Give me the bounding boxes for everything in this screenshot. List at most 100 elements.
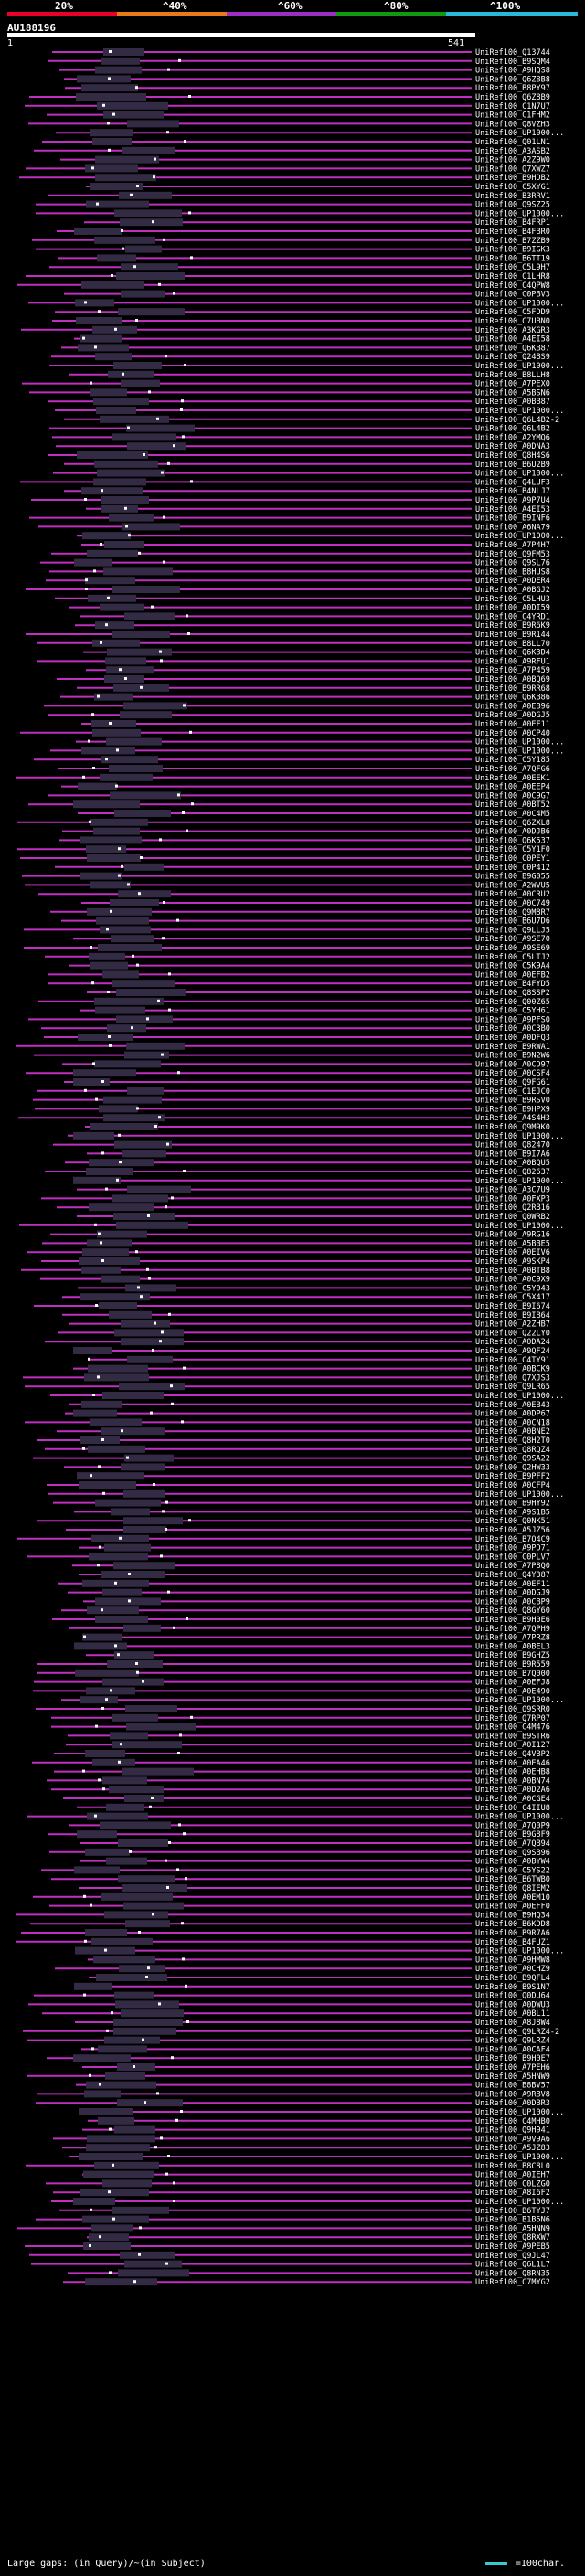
- hit-label[interactable]: UniRef100_UP1000...: [475, 2198, 564, 2207]
- hit-row[interactable]: UniRef100_UP1000...: [76, 737, 564, 747]
- hit-row[interactable]: UniRef100_A0C9X9: [40, 1275, 550, 1285]
- hit-row[interactable]: UniRef100_A9S1B5: [74, 1508, 550, 1517]
- hit-row[interactable]: UniRef100_A2WVU5: [25, 881, 550, 890]
- hit-row[interactable]: UniRef100_Q8RN35: [68, 2269, 550, 2278]
- hit-row[interactable]: UniRef100_B9HY92: [53, 1499, 550, 1509]
- hit-row[interactable]: UniRef100_Q9JL47: [29, 2251, 550, 2261]
- hit-row[interactable]: UniRef100_A8I6F2: [53, 2189, 550, 2198]
- hit-row[interactable]: UniRef100_UP1000...: [56, 129, 564, 138]
- hit-label[interactable]: UniRef100_A4EI58: [475, 335, 550, 345]
- hit-label[interactable]: UniRef100_B8BV57: [475, 2082, 550, 2091]
- hit-row[interactable]: UniRef100_A2YMQ6: [52, 433, 550, 442]
- hit-row[interactable]: UniRef100_C4MHB0: [88, 2116, 550, 2126]
- hit-label[interactable]: UniRef100_A9HQS8: [475, 67, 550, 76]
- hit-label[interactable]: UniRef100_A7PEH6: [475, 2063, 550, 2072]
- hit-row[interactable]: UniRef100_Q13744: [52, 48, 550, 58]
- hit-row[interactable]: UniRef100_A0DER4: [46, 577, 550, 586]
- hit-row[interactable]: UniRef100_Q4VBP2: [54, 1750, 550, 1759]
- hit-row[interactable]: UniRef100_A0EB96: [44, 702, 550, 711]
- hit-label[interactable]: UniRef100_A0CFP4: [475, 1481, 550, 1490]
- hit-label[interactable]: UniRef100_B8PY97: [475, 84, 550, 93]
- hit-row[interactable]: UniRef100_A0FXP3: [41, 1194, 550, 1203]
- hit-label[interactable]: UniRef100_A0DWU3: [475, 2000, 550, 2009]
- hit-label[interactable]: UniRef100_UP1000...: [475, 747, 564, 756]
- hit-row[interactable]: UniRef100_B9STR6: [68, 1732, 550, 1741]
- hit-row[interactable]: UniRef100_Q6L4B2-2: [64, 415, 559, 425]
- hit-row[interactable]: UniRef100_Q9LR65: [25, 1383, 550, 1392]
- hit-row[interactable]: UniRef100_C5Y185: [34, 756, 550, 765]
- hit-row[interactable]: UniRef100_Q0NK51: [37, 1517, 550, 1526]
- hit-row[interactable]: UniRef100_UP1000...: [53, 469, 564, 479]
- hit-row[interactable]: UniRef100_Q6KB86: [60, 693, 550, 703]
- hit-label[interactable]: UniRef100_A0DNA3: [475, 442, 550, 451]
- hit-row[interactable]: UniRef100_Q8H4S6: [48, 451, 550, 461]
- hit-row[interactable]: UniRef100_Q7XJS3: [23, 1373, 550, 1383]
- hit-row[interactable]: UniRef100_B4FUZ1: [16, 1937, 550, 1947]
- hit-row[interactable]: UniRef100_Q7RP07: [51, 1713, 550, 1723]
- hit-row[interactable]: UniRef100_B9INF6: [29, 514, 550, 524]
- hit-label[interactable]: UniRef100_A0BN74: [475, 1776, 550, 1786]
- hit-row[interactable]: UniRef100_B9R6K9: [75, 621, 550, 631]
- hit-label[interactable]: UniRef100_A0BB87: [475, 398, 550, 407]
- hit-label[interactable]: UniRef100_A0C3B0: [475, 1024, 550, 1034]
- hit-row[interactable]: UniRef100_A0BTB8: [21, 1266, 550, 1276]
- hit-row[interactable]: UniRef100_Q6Z8B9: [29, 93, 550, 102]
- hit-label[interactable]: UniRef100_Q8SSP2: [475, 989, 550, 998]
- hit-row[interactable]: UniRef100_A0I127: [66, 1741, 550, 1750]
- hit-row[interactable]: UniRef100_A4S4H3: [18, 1114, 550, 1123]
- hit-row[interactable]: UniRef100_B9H0E6: [52, 1616, 550, 1625]
- hit-label[interactable]: UniRef100_A0CHZ9: [475, 1965, 550, 1974]
- hit-row[interactable]: UniRef100_Q8RQZ4: [45, 1445, 550, 1455]
- hit-label[interactable]: UniRef100_A9HMW8: [475, 1956, 550, 1965]
- hit-label[interactable]: UniRef100_Q7RP07: [475, 1714, 550, 1723]
- hit-row[interactable]: UniRef100_A0CHZ9: [55, 1965, 550, 1974]
- hit-row[interactable]: UniRef100_A0CFP4: [47, 1481, 550, 1490]
- hit-row[interactable]: UniRef100_B7Q4C9: [17, 1534, 550, 1544]
- hit-label[interactable]: UniRef100_Q4VBP2: [475, 1750, 550, 1759]
- hit-row[interactable]: UniRef100_Q82637: [45, 1168, 550, 1177]
- hit-row[interactable]: UniRef100_UP1000...: [50, 1392, 564, 1401]
- hit-label[interactable]: UniRef100_B6U7D6: [475, 917, 550, 927]
- hit-row[interactable]: UniRef100_A5BBE5: [42, 1239, 550, 1248]
- hit-label[interactable]: UniRef100_Q13744: [475, 48, 550, 58]
- hit-row[interactable]: UniRef100_B9HDB2: [19, 174, 550, 183]
- hit-label[interactable]: UniRef100_UP1000...: [475, 362, 564, 371]
- hit-row[interactable]: UniRef100_A0CN18: [25, 1418, 550, 1427]
- hit-row[interactable]: UniRef100_C5Y1F0: [17, 845, 550, 854]
- hit-row[interactable]: UniRef100_C7MYG2: [63, 2278, 550, 2287]
- hit-row[interactable]: UniRef100_Q9SL76: [40, 558, 550, 568]
- hit-row[interactable]: UniRef100_B8LL70: [37, 639, 550, 649]
- hit-label[interactable]: UniRef100_Q9FM53: [475, 550, 550, 559]
- hit-row[interactable]: UniRef100_B8BV57: [76, 2081, 550, 2091]
- hit-row[interactable]: UniRef100_A0BYW4: [80, 1857, 550, 1867]
- hit-label[interactable]: UniRef100_A8J8W4: [475, 2019, 550, 2028]
- hit-row[interactable]: UniRef100_A0EFF0: [49, 1902, 550, 1912]
- hit-label[interactable]: UniRef100_A0DJB6: [475, 828, 550, 837]
- hit-label[interactable]: UniRef100_C5Y185: [475, 756, 550, 765]
- hit-row[interactable]: UniRef100_Q9SZ25: [36, 200, 550, 210]
- hit-row[interactable]: UniRef100_A9RG16: [50, 1230, 550, 1240]
- hit-label[interactable]: UniRef100_A0EA46: [475, 1759, 550, 1768]
- hit-label[interactable]: UniRef100_C5Y043: [475, 1284, 550, 1293]
- hit-label[interactable]: UniRef100_B9HDB2: [475, 174, 550, 183]
- hit-row[interactable]: UniRef100_A9RFU1: [37, 657, 550, 666]
- hit-row[interactable]: UniRef100_A5HNW9: [27, 2072, 550, 2082]
- hit-row[interactable]: UniRef100_B8HUS8: [49, 567, 550, 577]
- hit-row[interactable]: UniRef100_B9N2W6: [34, 1051, 550, 1061]
- hit-label[interactable]: UniRef100_B7ZZB9: [475, 237, 550, 246]
- hit-row[interactable]: UniRef100_A7QPH9: [69, 1624, 550, 1634]
- hit-label[interactable]: UniRef100_UP1000...: [475, 299, 564, 308]
- hit-row[interactable]: UniRef100_A0C749: [81, 899, 550, 908]
- hit-row[interactable]: UniRef100_B4FYD5: [48, 980, 550, 989]
- hit-row[interactable]: UniRef100_A5JZ56: [66, 1526, 550, 1535]
- hit-row[interactable]: UniRef100_B9RR68: [77, 684, 550, 694]
- hit-row[interactable]: UniRef100_A0DGJ5: [48, 711, 550, 720]
- hit-row[interactable]: UniRef100_A4EI58: [74, 334, 550, 345]
- hit-label[interactable]: UniRef100_Q6KB86: [475, 694, 550, 703]
- hit-row[interactable]: UniRef100_A0EEP4: [61, 782, 550, 792]
- hit-label[interactable]: UniRef100_C4IIU8: [475, 1804, 550, 1813]
- hit-row[interactable]: UniRef100_C1FHM2: [47, 111, 550, 121]
- hit-label[interactable]: UniRef100_A0FXP3: [475, 1194, 550, 1203]
- hit-label[interactable]: UniRef100_A5HNN9: [475, 2224, 550, 2233]
- hit-row[interactable]: UniRef100_C4M476: [51, 1723, 550, 1733]
